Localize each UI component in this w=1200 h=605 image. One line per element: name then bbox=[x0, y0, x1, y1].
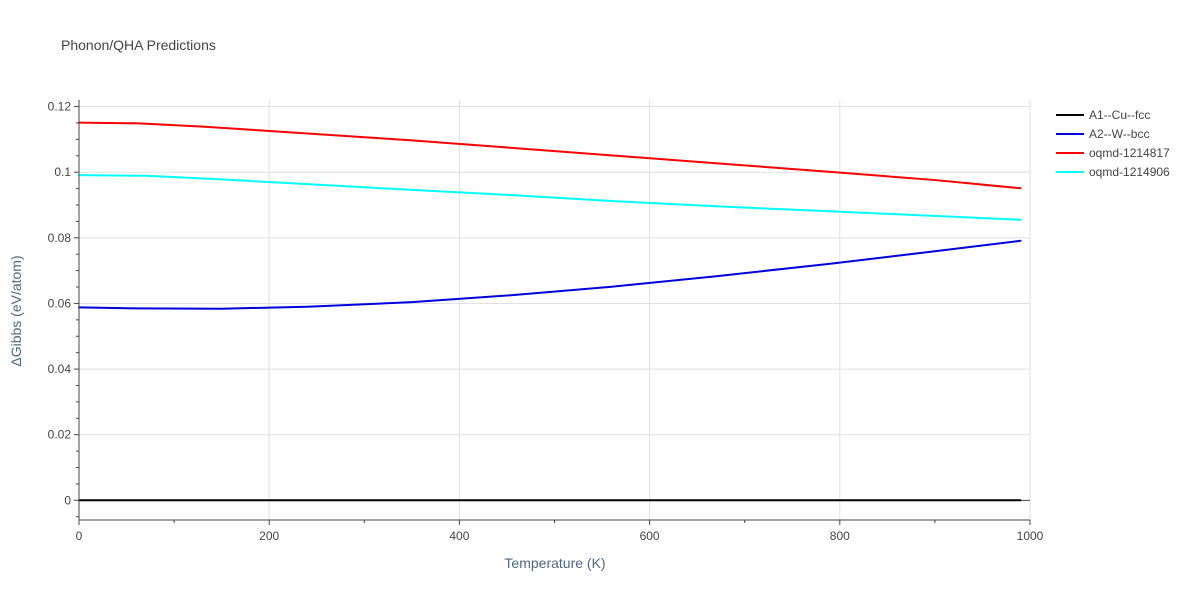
series-line-oqmd-1214817 bbox=[78, 121, 1022, 190]
legend-item-A2--W--bcc[interactable]: A2--W--bcc bbox=[1056, 127, 1149, 141]
y-tick-label: 0.06 bbox=[48, 296, 72, 310]
legend-label: A2--W--bcc bbox=[1089, 127, 1149, 141]
legend-label: A1--Cu--fcc bbox=[1089, 108, 1150, 122]
x-tick-label: 200 bbox=[259, 529, 279, 543]
legend-label: oqmd-1214906 bbox=[1089, 165, 1170, 179]
y-tick-label: 0.12 bbox=[48, 100, 72, 114]
x-axis-title: Temperature (K) bbox=[504, 555, 605, 571]
legend-label: oqmd-1214817 bbox=[1089, 146, 1170, 160]
axis-layer: 0 200 400 600 800 1000 0 0.02 0.04 0.06 0.08 0.1 0.1… bbox=[48, 100, 1044, 543]
y-tick-label: 0.02 bbox=[48, 428, 72, 442]
y-tick-label: 0 bbox=[64, 493, 71, 507]
x-tick-label: 800 bbox=[830, 529, 850, 543]
y-axis-title: ΔGibbs (eV/atom) bbox=[8, 255, 24, 366]
x-tick-label: 1000 bbox=[1017, 529, 1044, 543]
x-tick-label: 600 bbox=[640, 529, 660, 543]
series-layer bbox=[78, 121, 1022, 502]
series-line-oqmd-1214906 bbox=[78, 174, 1022, 221]
legend-item-A1--Cu--fcc[interactable]: A1--Cu--fcc bbox=[1056, 108, 1150, 122]
x-tick-label: 0 bbox=[76, 529, 83, 543]
y-tick-label: 0.04 bbox=[48, 362, 72, 376]
legend: A1--Cu--fcc A2--W--bcc oqmd-1214817 oqmd-12… bbox=[1056, 108, 1170, 179]
series-line-A2--W--bcc bbox=[78, 239, 1022, 310]
y-tick-label: 0.1 bbox=[54, 165, 71, 179]
chart-title: Phonon/QHA Predictions bbox=[61, 37, 216, 53]
x-tick-label: 400 bbox=[449, 529, 469, 543]
y-tick-label: 0.08 bbox=[48, 231, 72, 245]
legend-item-oqmd-1214906[interactable]: oqmd-1214906 bbox=[1056, 165, 1170, 179]
legend-item-oqmd-1214817[interactable]: oqmd-1214817 bbox=[1056, 146, 1170, 160]
